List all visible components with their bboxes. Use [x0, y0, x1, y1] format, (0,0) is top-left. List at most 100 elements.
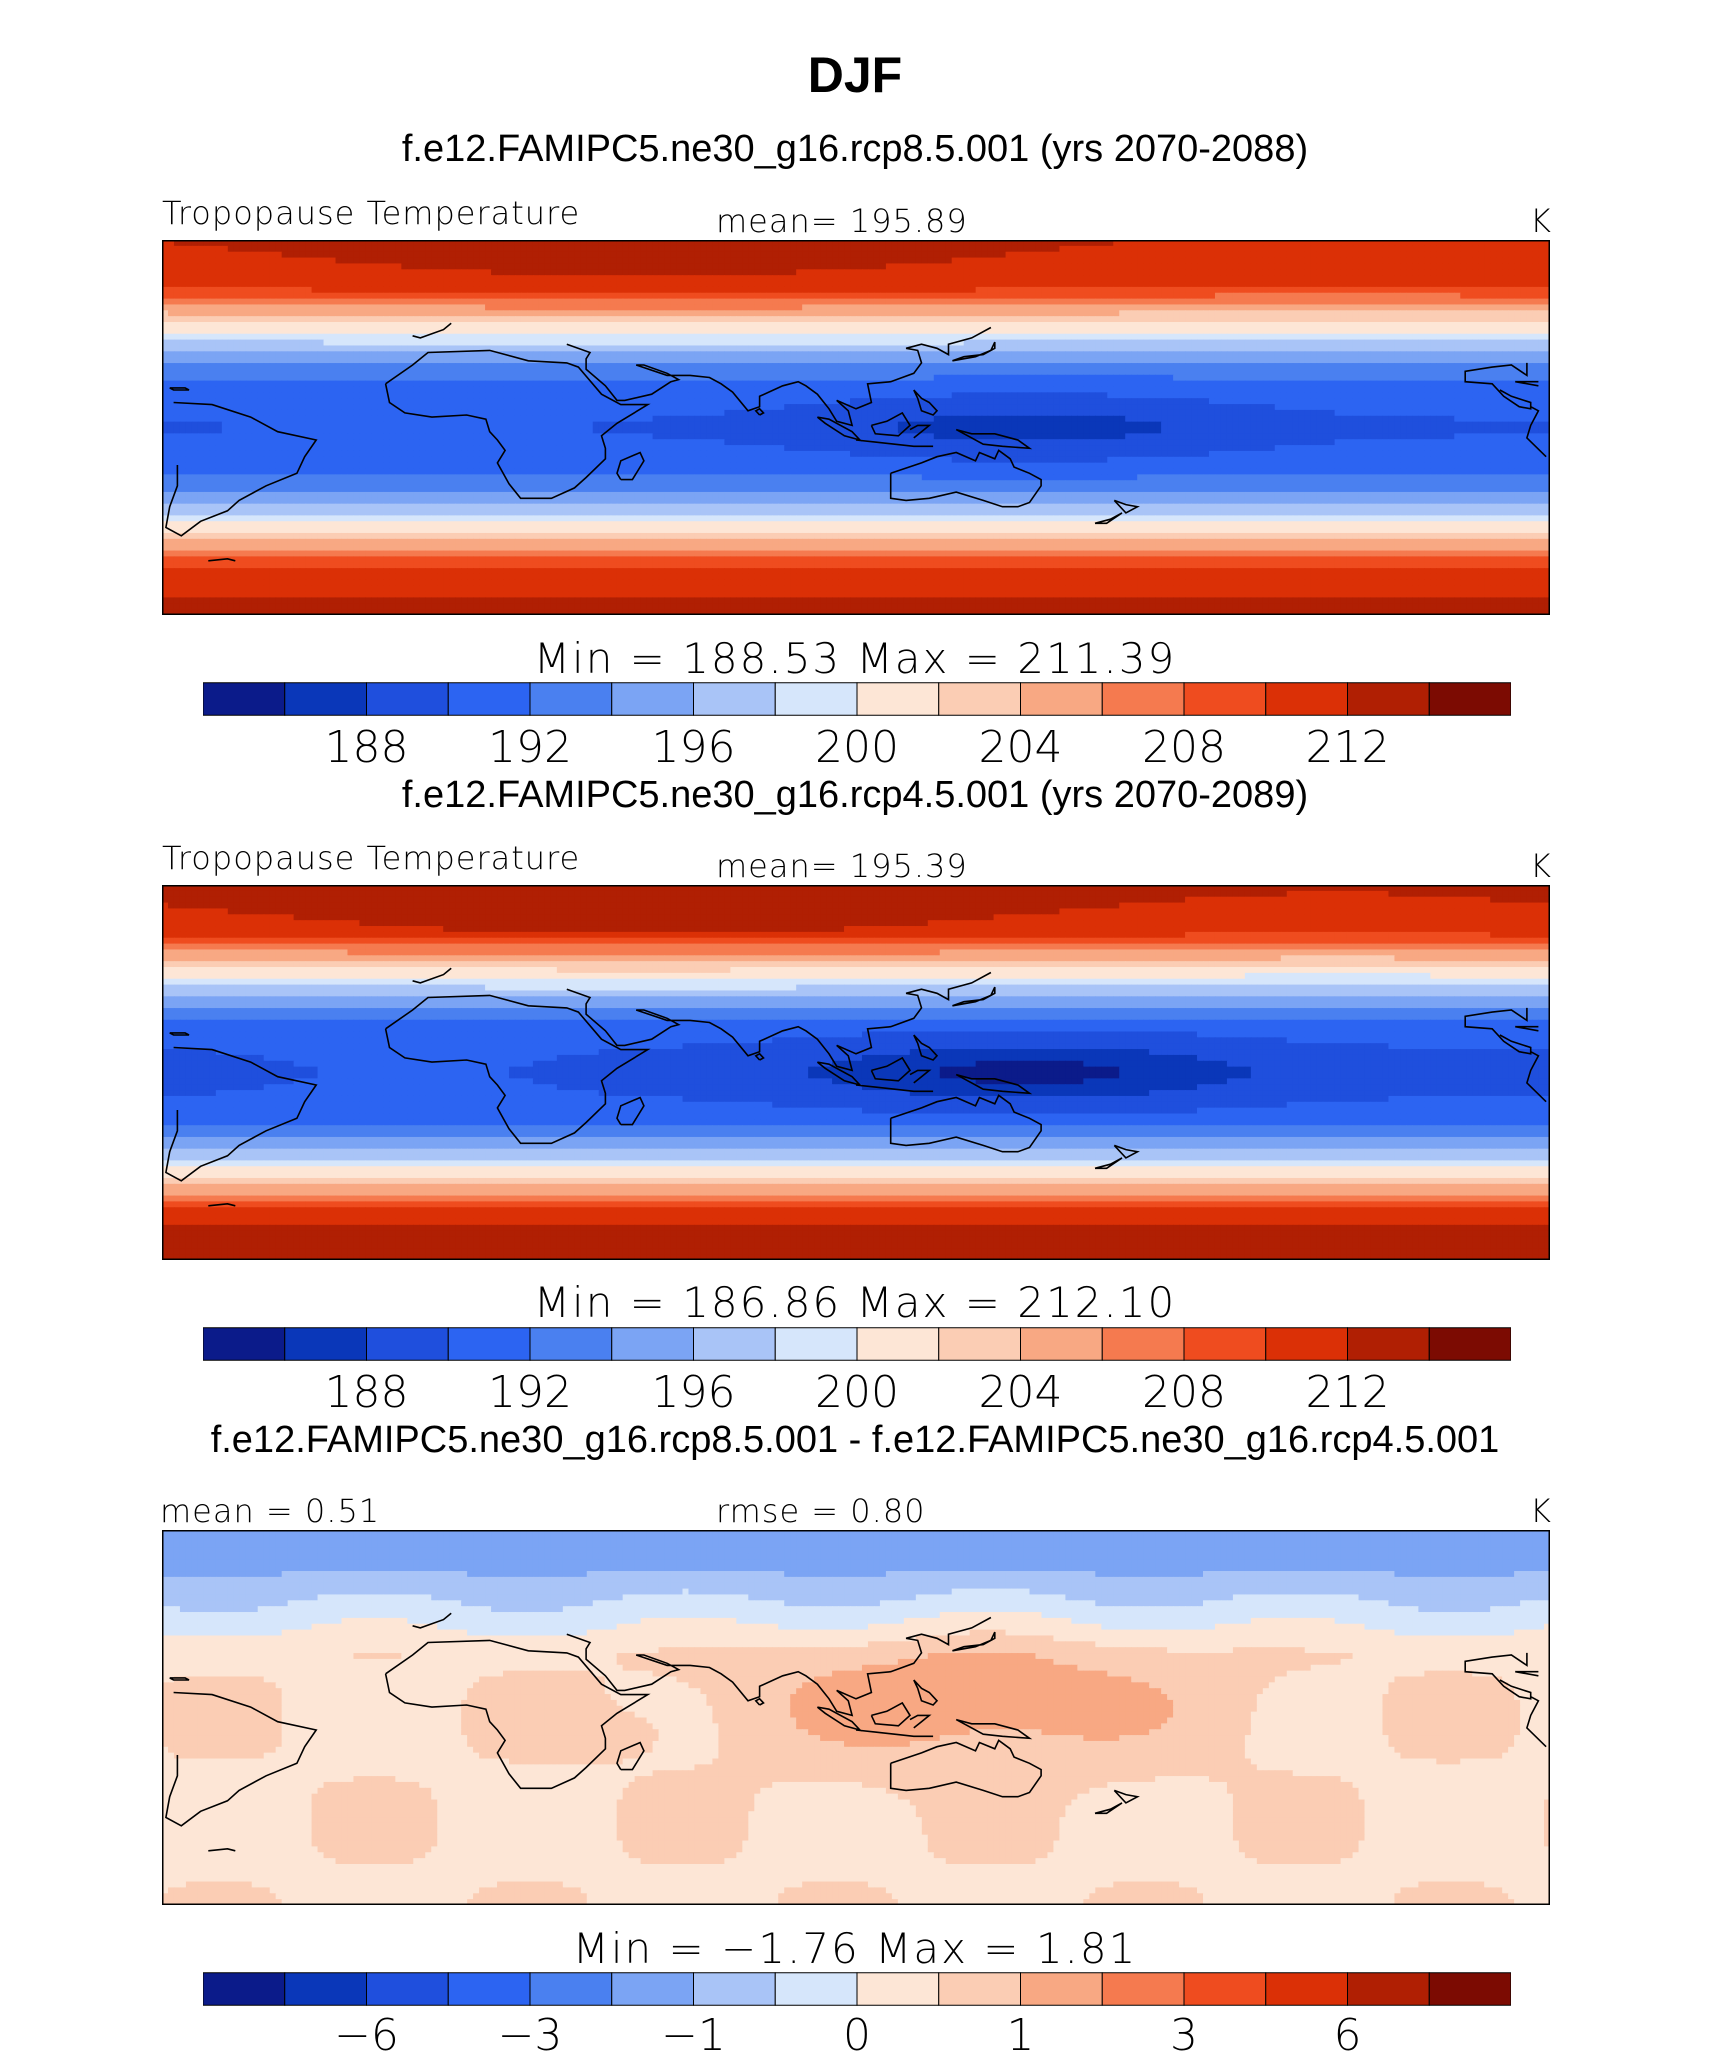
- data-cell: [1161, 281, 1168, 288]
- data-cell: [1454, 316, 1461, 323]
- data-cell: [1418, 292, 1425, 300]
- data-cell: [1400, 357, 1408, 364]
- data-cell: [1077, 357, 1084, 364]
- data-cell: [1394, 304, 1402, 311]
- data-cell: [1143, 333, 1150, 341]
- data-cell: [413, 275, 420, 282]
- data-cell: [1065, 275, 1072, 282]
- data-cell: [562, 333, 570, 341]
- data-cell: [1035, 281, 1043, 288]
- data-cell: [1472, 251, 1479, 259]
- data-cell: [1340, 327, 1348, 335]
- data-cell: [1364, 304, 1372, 311]
- data-cell: [1149, 298, 1156, 306]
- data-cell: [1155, 298, 1162, 306]
- data-cell: [395, 257, 402, 265]
- data-cell: [969, 322, 977, 329]
- data-cell: [844, 298, 851, 306]
- data-cell: [550, 316, 558, 323]
- data-cell: [975, 316, 983, 323]
- data-cell: [879, 240, 887, 247]
- data-cell: [844, 316, 851, 323]
- data-cell: [688, 263, 696, 270]
- data-cell: [628, 257, 636, 265]
- data-cell: [353, 292, 361, 300]
- data-cell: [413, 316, 420, 323]
- data-cell: [443, 257, 450, 265]
- data-cell: [736, 357, 743, 364]
- data-cell: [197, 322, 205, 329]
- data-cell: [963, 339, 971, 347]
- data-cell: [1472, 327, 1479, 335]
- data-cell: [431, 345, 438, 352]
- data-cell: [1185, 286, 1192, 294]
- data-cell: [371, 327, 378, 335]
- data-cell: [317, 263, 325, 270]
- data-cell: [844, 286, 851, 294]
- data-cell: [485, 363, 492, 370]
- data-cell: [682, 240, 690, 247]
- data-cell: [724, 257, 731, 265]
- data-cell: [1448, 339, 1455, 347]
- data-cell: [431, 245, 438, 253]
- data-cell: [389, 281, 396, 288]
- data-cell: [700, 292, 708, 300]
- data-cell: [1280, 275, 1288, 282]
- data-cell: [1053, 275, 1061, 282]
- data-cell: [526, 257, 534, 265]
- data-cell: [1466, 322, 1473, 329]
- data-cell: [383, 351, 390, 358]
- data-cell: [939, 322, 947, 329]
- data-cell: [1286, 351, 1294, 358]
- data-cell: [1053, 357, 1061, 364]
- data-cell: [1029, 298, 1037, 306]
- data-cell: [1029, 327, 1037, 335]
- data-cell: [407, 351, 414, 358]
- data-cell: [443, 240, 450, 247]
- data-cell: [1083, 275, 1090, 282]
- data-cell: [299, 304, 307, 311]
- data-cell: [1232, 286, 1240, 294]
- data-cell: [1268, 275, 1276, 282]
- data-cell: [1346, 286, 1354, 294]
- data-cell: [568, 263, 576, 270]
- data-cell: [305, 240, 313, 247]
- data-cell: [867, 251, 875, 259]
- data-cell: [556, 269, 564, 276]
- data-cell: [670, 251, 678, 259]
- data-cell: [736, 275, 743, 282]
- data-cell: [1179, 269, 1186, 276]
- data-cell: [1298, 245, 1306, 253]
- data-cell: [1089, 263, 1096, 270]
- data-cell: [963, 281, 971, 288]
- data-cell: [1376, 345, 1384, 352]
- data-cell: [443, 327, 450, 335]
- data-cell: [676, 298, 684, 306]
- data-cell: [185, 304, 193, 311]
- data-cell: [257, 322, 265, 329]
- data-cell: [1520, 351, 1527, 358]
- data-cell: [197, 327, 205, 335]
- data-cell: [1490, 345, 1497, 352]
- data-cell: [532, 251, 540, 259]
- data-cell: [1173, 263, 1180, 270]
- data-cell: [1203, 281, 1210, 288]
- data-cell: [544, 357, 552, 364]
- data-cell: [329, 322, 337, 329]
- data-cell: [389, 333, 396, 341]
- data-cell: [1119, 333, 1126, 341]
- data-cell: [784, 310, 791, 317]
- data-cell: [461, 345, 468, 352]
- data-cell: [712, 304, 719, 311]
- data-cell: [1017, 310, 1025, 317]
- data-cell: [1143, 351, 1150, 358]
- data-cell: [293, 251, 301, 259]
- data-cell: [694, 286, 702, 294]
- data-cell: [503, 363, 510, 370]
- data-cell: [1137, 327, 1144, 335]
- data-cell: [1226, 251, 1234, 259]
- data-cell: [867, 240, 875, 247]
- data-cell: [987, 322, 995, 329]
- data-cell: [772, 316, 779, 323]
- data-cell: [1394, 292, 1402, 300]
